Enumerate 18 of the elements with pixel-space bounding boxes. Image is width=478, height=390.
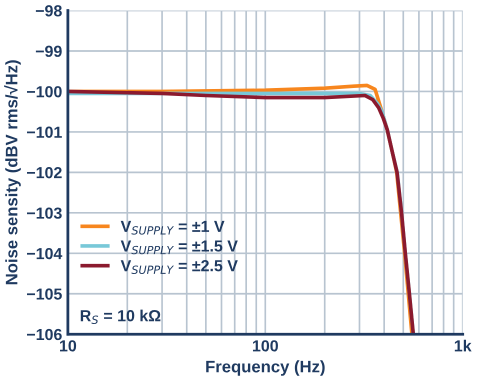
y-tick-label: −98	[36, 5, 62, 16]
x-tick-label: 100	[252, 340, 278, 352]
y-axis-title: Noise sensity (dBV rms/√Hz)	[4, 60, 21, 284]
legend-label: V$_{SUPPLY}$ = ±1.5 V	[120, 240, 238, 254]
y-tick-label: −99	[36, 46, 62, 57]
x-tick-label: 10	[60, 340, 76, 352]
y-tick-label: −102	[27, 167, 62, 178]
annotation: R$_{S}$ = 10 kΩ	[80, 310, 160, 324]
x-axis-title: Frequency (Hz)	[206, 360, 325, 376]
legend-label: V$_{SUPPLY}$ = ±1 V	[120, 220, 224, 235]
y-tick-label: −103	[27, 207, 62, 219]
y-tick-label: −105	[27, 288, 62, 300]
x-tick-label: 1k	[454, 340, 472, 352]
y-tick-label: −106	[27, 328, 62, 340]
y-tick-label: −104	[27, 248, 62, 260]
y-tick-label: −101	[27, 126, 62, 138]
y-tick-label: −100	[27, 86, 62, 98]
legend-label: V$_{SUPPLY}$ = ±2.5 V	[120, 260, 238, 274]
